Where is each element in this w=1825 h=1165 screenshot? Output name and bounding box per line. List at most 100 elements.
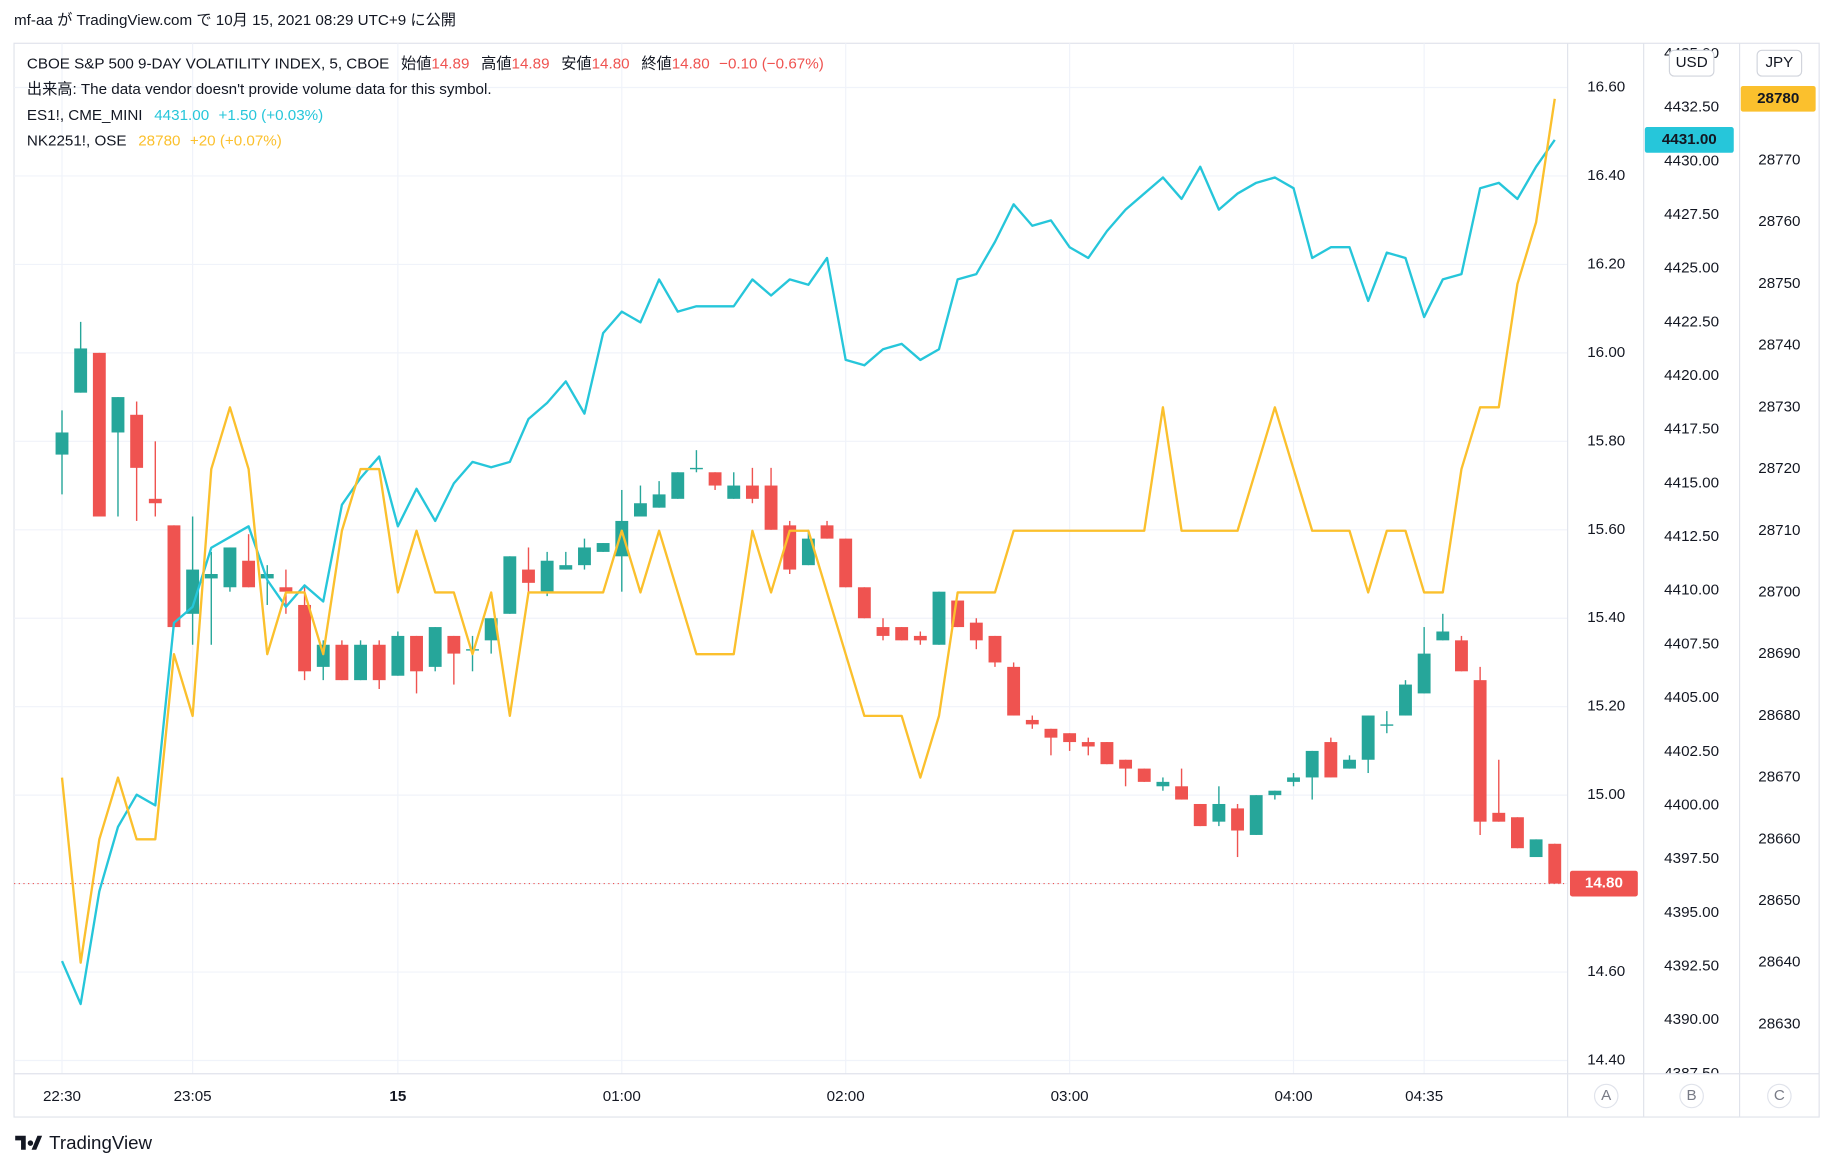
y-tick-label: 16.60 — [1587, 79, 1625, 96]
y-tick-label: 16.20 — [1587, 255, 1625, 272]
candle-body — [1156, 781, 1170, 787]
axis-button-label: A — [1601, 1087, 1612, 1104]
candle-body — [820, 525, 834, 539]
candle-body — [1175, 786, 1189, 800]
time-axis: 22:30 23:05 15 01:00 02:00 03:00 04:00 04:35 — [43, 1088, 1443, 1105]
brand-name: TradingView — [49, 1132, 152, 1153]
y-tick-label: 15.00 — [1587, 786, 1625, 803]
axis-button[interactable] — [1767, 1083, 1792, 1109]
candle-body — [391, 635, 405, 676]
x-tick-label: 02:00 — [827, 1088, 865, 1105]
candle-body — [783, 525, 797, 570]
candle-body — [484, 618, 498, 641]
candle-body — [1007, 666, 1021, 716]
candle-body — [260, 574, 274, 579]
series-legend-value: 28780 — [138, 133, 180, 150]
candle-body — [727, 485, 741, 499]
y3-tick-label: 28750 — [1758, 275, 1800, 292]
y3-tick-label: 28710 — [1758, 522, 1800, 539]
candle-body — [988, 635, 1002, 663]
candle-body — [186, 569, 200, 614]
series-last-box — [1740, 85, 1816, 112]
candle-body — [1025, 719, 1039, 725]
y-tick-label: 14.40 — [1587, 1052, 1625, 1069]
candle-body — [503, 556, 517, 614]
volume-note: 出来高: The data vendor doesn't provide vol… — [27, 81, 492, 98]
candle-body — [242, 560, 256, 588]
candle-body — [708, 472, 722, 486]
currency-box — [1756, 49, 1803, 77]
candle-body — [428, 627, 442, 667]
candle-body — [279, 587, 293, 592]
candle-body — [540, 560, 554, 592]
y3-tick-label: 28730 — [1758, 398, 1800, 415]
y2-tick-label: 4422.50 — [1664, 313, 1719, 330]
chart-frame — [13, 42, 1820, 1118]
series-legend-change: +20 (+0.07%) — [190, 133, 282, 150]
y-tick-label: 15.40 — [1587, 609, 1625, 626]
axis-button-label: C — [1774, 1087, 1785, 1104]
candle-body — [1193, 803, 1207, 827]
axis-button[interactable] — [1679, 1083, 1704, 1109]
y2-tick-label: 4412.50 — [1664, 528, 1719, 545]
candle-body — [354, 644, 367, 681]
candle-body — [615, 520, 629, 557]
candle-body — [857, 587, 871, 619]
publish-caption: mf-aa が TradingView.com で 10月 15, 2021 0… — [14, 12, 456, 29]
candle-body — [1212, 803, 1226, 822]
y3-tick-label: 28670 — [1758, 769, 1800, 786]
candle-body — [223, 547, 237, 588]
candle-body — [298, 604, 312, 672]
y-tick-label: 14.60 — [1587, 963, 1625, 980]
candle-body — [895, 627, 909, 641]
candle-body — [410, 635, 423, 672]
series-name: ES1!, CME_MINI — [27, 107, 143, 124]
candle-body — [92, 352, 106, 517]
ohlc-label: 安値 — [561, 55, 591, 72]
y3-tick-label: 28760 — [1758, 213, 1800, 230]
candle-body — [1343, 759, 1356, 769]
candle-body — [1436, 631, 1450, 641]
candle-body — [578, 547, 591, 566]
y3-tick-label: 28660 — [1758, 830, 1800, 847]
series-line — [60, 98, 1556, 964]
candle-body — [596, 543, 610, 552]
y2-tick-label: 4397.50 — [1664, 850, 1719, 867]
series-name: NK2251!, OSE — [27, 133, 127, 150]
y3-tick-label: 28680 — [1758, 707, 1800, 724]
candle-body — [1044, 728, 1058, 738]
candle-body — [1548, 843, 1562, 884]
series-legend-value: 4431.00 — [154, 107, 209, 124]
series-last-text: 28780 — [1757, 90, 1799, 107]
y2-tick-label: 4430.00 — [1664, 152, 1719, 169]
y2-tick-label: 4417.50 — [1664, 421, 1719, 438]
series-legend: NK2251!, OSE 28780 +20 (+0.07%) — [27, 133, 282, 150]
y3-tick-label: 28640 — [1758, 954, 1800, 971]
y-tick-label: 15.80 — [1587, 432, 1625, 449]
candle-body — [1361, 715, 1375, 760]
axis-button-label: B — [1687, 1087, 1697, 1104]
axis-button[interactable] — [1593, 1083, 1619, 1109]
y-tick-label: 16.00 — [1587, 344, 1625, 361]
y3-tick-label: 28740 — [1758, 337, 1800, 354]
candle-body — [559, 565, 573, 570]
ohlc-label: 終値 — [641, 55, 671, 72]
y2-tick-label: 4407.50 — [1664, 635, 1719, 652]
y2-tick-label: 4420.00 — [1664, 367, 1719, 384]
currency-box — [1668, 49, 1715, 77]
candle-body — [522, 569, 535, 583]
candle-body — [764, 485, 778, 530]
x-tick-label: 15 — [389, 1088, 406, 1105]
vix-last-text: 14.80 — [1585, 875, 1623, 892]
y3-tick-label: 28630 — [1758, 1015, 1800, 1032]
candle-body — [1492, 812, 1506, 822]
candle-body — [316, 644, 330, 667]
candle-body — [932, 591, 946, 645]
y2-tick-label: 4427.50 — [1664, 206, 1719, 223]
y2-tick-label: 4415.00 — [1664, 474, 1719, 491]
es-axis: 4387.50 4390.00 4392.50 4395.00 4397.50 4400.… — [1664, 45, 1719, 1074]
y-tick-label: 15.20 — [1587, 698, 1625, 715]
y2-tick-label: 4432.50 — [1664, 99, 1719, 116]
candle-body — [671, 472, 685, 499]
candle-body — [876, 627, 890, 636]
